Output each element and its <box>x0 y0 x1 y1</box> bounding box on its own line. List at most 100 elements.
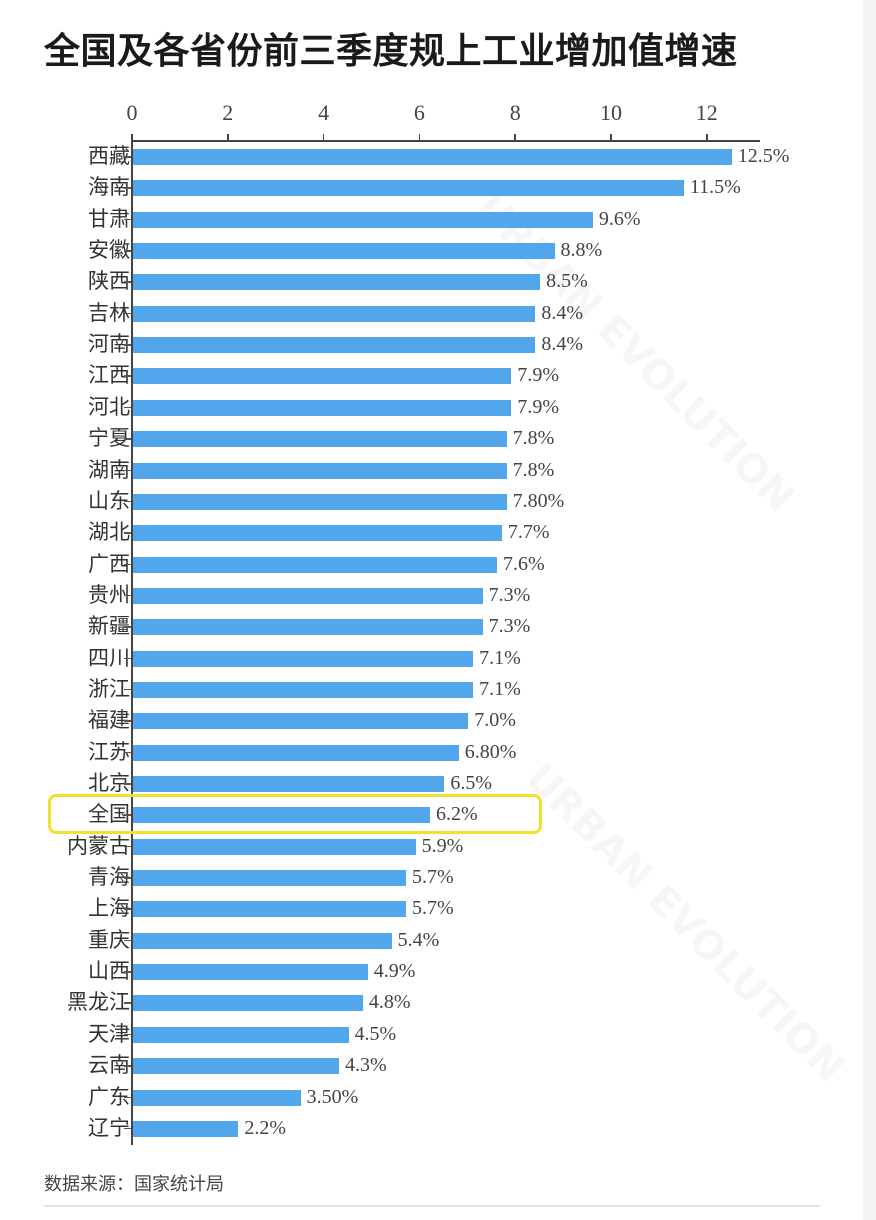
category-label: 安徽 <box>88 238 130 263</box>
bar <box>133 744 459 761</box>
bar <box>133 493 507 510</box>
bar <box>133 650 474 667</box>
value-label: 8.8% <box>560 239 603 262</box>
bar <box>133 368 512 385</box>
y-tick-mark <box>124 1096 131 1098</box>
bar <box>133 619 483 636</box>
bar <box>133 932 392 949</box>
value-label: 8.4% <box>541 301 584 324</box>
value-label: 5.7% <box>412 866 454 889</box>
bar <box>133 713 469 730</box>
value-label: 4.3% <box>344 1054 387 1077</box>
y-tick-mark <box>124 594 131 597</box>
category-label: 新疆 <box>88 614 130 639</box>
value-label: 8.5% <box>546 270 588 293</box>
bar-row: 内蒙古 5.9% <box>0 835 876 857</box>
category-label: 江西 <box>88 363 130 388</box>
x-tick-mark <box>610 134 612 141</box>
bar-row: 青海 5.7% <box>0 865 876 890</box>
bar-row: 广东 3.50% <box>0 1085 876 1108</box>
category-label: 浙江 <box>88 676 130 701</box>
bar <box>133 1120 239 1137</box>
category-label: 海南 <box>88 175 130 200</box>
x-tick-mark <box>706 134 708 141</box>
bar-row: 新疆 7.3% <box>0 614 876 639</box>
x-tick-label: 8 <box>509 100 521 125</box>
y-tick-mark <box>124 908 131 910</box>
value-label: 3.50% <box>306 1085 359 1108</box>
y-tick-mark <box>124 406 131 409</box>
bar-row: 湖南 7.8% <box>0 457 876 482</box>
y-tick-mark <box>124 312 131 315</box>
bar-row: 山西 4.9% <box>0 960 876 983</box>
bar-row: 西藏 12.5% <box>0 145 876 167</box>
bar-row: 北京 6.5% <box>0 772 876 794</box>
category-label: 福建 <box>88 708 130 733</box>
category-label: 全国 <box>88 802 130 827</box>
category-label: 天津 <box>88 1021 130 1046</box>
category-label: 青海 <box>88 865 130 890</box>
bar <box>133 180 684 197</box>
bar-row: 宁夏 7.8% <box>0 427 876 450</box>
value-label: 7.3% <box>488 615 531 638</box>
value-label: 6.5% <box>450 772 493 794</box>
value-label: 2.2% <box>244 1116 287 1139</box>
value-label: 7.3% <box>488 583 531 606</box>
y-tick-mark <box>124 877 131 879</box>
category-label: 重庆 <box>88 927 130 952</box>
y-tick-mark <box>124 218 131 221</box>
y-tick-mark <box>124 751 131 754</box>
category-label: 贵州 <box>88 582 130 607</box>
bar-row: 河北 7.9% <box>0 394 876 419</box>
bar-row: 贵州 7.3% <box>0 582 876 607</box>
y-tick-mark <box>124 1002 131 1004</box>
bar-row: 黑龙江 4.8% <box>0 991 876 1013</box>
y-tick-mark <box>124 1065 131 1067</box>
value-label: 5.4% <box>397 928 440 951</box>
bar <box>133 525 502 542</box>
y-tick-mark <box>124 375 131 377</box>
x-tick-label: 12 <box>695 100 718 125</box>
y-tick-mark <box>124 971 131 973</box>
bar-row: 江苏 6.80% <box>0 739 876 764</box>
y-tick-mark <box>124 187 131 189</box>
category-label: 河北 <box>88 394 130 419</box>
bar-row: 陕西 8.5% <box>0 270 876 293</box>
value-label: 7.9% <box>517 395 560 418</box>
category-label: 江苏 <box>88 739 130 764</box>
x-tick-mark <box>418 134 421 141</box>
x-tick-label: 4 <box>318 100 330 125</box>
bar-row: 重庆 5.4% <box>0 927 876 952</box>
side-strip <box>863 0 876 1220</box>
value-label: 7.1% <box>479 646 521 669</box>
y-tick-mark <box>124 438 131 440</box>
bar-row: 全国 6.2% <box>0 802 876 827</box>
bar <box>133 681 474 698</box>
value-label: 7.8% <box>512 427 555 450</box>
bar <box>133 870 407 887</box>
x-tick-label: 10 <box>600 100 622 125</box>
bar <box>133 1089 301 1106</box>
bar-row: 甘肃 9.6% <box>0 208 876 230</box>
bar-row: 上海 5.7% <box>0 897 876 919</box>
bar <box>133 149 732 165</box>
bar <box>133 305 536 322</box>
bar <box>133 274 541 291</box>
y-axis-line <box>131 140 133 1145</box>
y-tick-mark <box>124 1033 131 1036</box>
bar <box>133 1058 339 1075</box>
category-label: 湖北 <box>88 520 130 545</box>
bar <box>133 995 363 1012</box>
bar-row: 浙江 7.1% <box>0 676 876 701</box>
y-tick-mark <box>124 814 131 816</box>
y-tick-mark <box>124 720 131 722</box>
x-tick-label: 6 <box>413 100 425 125</box>
y-tick-mark <box>124 281 131 283</box>
category-label: 湖南 <box>88 457 130 482</box>
x-tick-label: 0 <box>126 100 138 125</box>
value-label: 7.8% <box>512 458 555 481</box>
y-tick-mark <box>124 783 131 785</box>
bar-row: 广西 7.6% <box>0 553 876 575</box>
y-tick-mark <box>124 1127 131 1130</box>
value-label: 4.9% <box>373 960 416 983</box>
